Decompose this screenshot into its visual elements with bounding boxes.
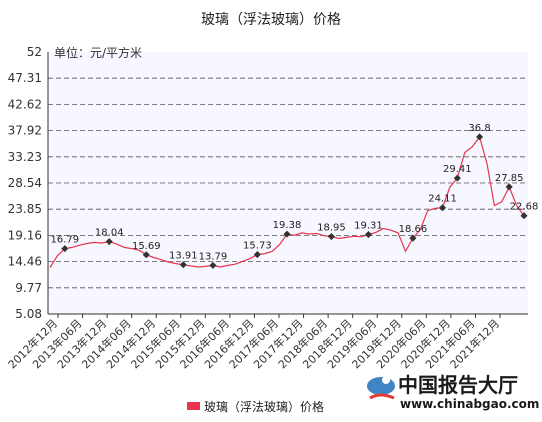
y-tick-label: 52	[27, 45, 42, 59]
legend-swatch	[187, 402, 200, 410]
y-tick-label: 42.62	[8, 97, 42, 111]
data-point	[476, 133, 484, 141]
watermark-name: 中国报告大厅	[398, 373, 518, 397]
y-tick-label: 14.46	[8, 255, 42, 269]
data-point	[61, 245, 69, 253]
data-point	[283, 230, 291, 238]
data-label: 18.04	[95, 228, 124, 239]
y-tick-label: 5.08	[15, 307, 42, 321]
legend: 玻璃（浮法玻璃）价格	[187, 399, 324, 414]
data-point	[520, 212, 528, 220]
data-point	[453, 174, 461, 182]
y-tick-label: 28.54	[8, 176, 42, 190]
data-point	[209, 261, 217, 269]
data-label: 22.68	[510, 202, 539, 213]
data-point	[253, 250, 261, 259]
data-point	[105, 238, 113, 246]
data-point	[179, 261, 187, 269]
data-point	[438, 204, 447, 212]
data-point	[505, 183, 513, 191]
data-label: 19.38	[273, 220, 302, 231]
chart-title: 玻璃（浮法玻璃）价格	[201, 11, 341, 28]
data-label: 24.11	[428, 194, 457, 205]
y-tick-label: 23.85	[8, 202, 42, 216]
data-label: 15.73	[243, 241, 272, 252]
data-label: 27.85	[495, 173, 524, 184]
data-point	[364, 231, 373, 239]
data-label: 18.66	[399, 224, 428, 235]
y-tick-label: 19.16	[8, 228, 42, 242]
data-point	[409, 234, 417, 242]
watermark: 中国报告大厅 www.chinabgao.com	[367, 373, 539, 411]
data-label: 18.95	[317, 223, 346, 234]
data-label: 16.79	[50, 235, 79, 246]
y-tick-label: 37.92	[8, 124, 42, 138]
data-point	[327, 233, 335, 241]
data-label: 36.8	[468, 123, 490, 134]
data-label: 29.41	[443, 164, 472, 175]
unit-label: 单位：元/平方米	[54, 45, 142, 60]
data-label: 19.31	[354, 221, 383, 232]
data-label: 13.91	[169, 251, 198, 262]
watermark-url: www.chinabgao.com	[400, 397, 539, 411]
data-label: 15.69	[132, 241, 161, 252]
y-tick-label: 47.31	[8, 71, 42, 85]
chinabgao-logo-icon	[367, 376, 395, 400]
data-label: 13.79	[199, 251, 228, 262]
y-tick-label: 33.23	[8, 150, 42, 164]
legend-label: 玻璃（浮法玻璃）价格	[204, 399, 324, 414]
y-tick-label: 9.77	[15, 281, 42, 295]
